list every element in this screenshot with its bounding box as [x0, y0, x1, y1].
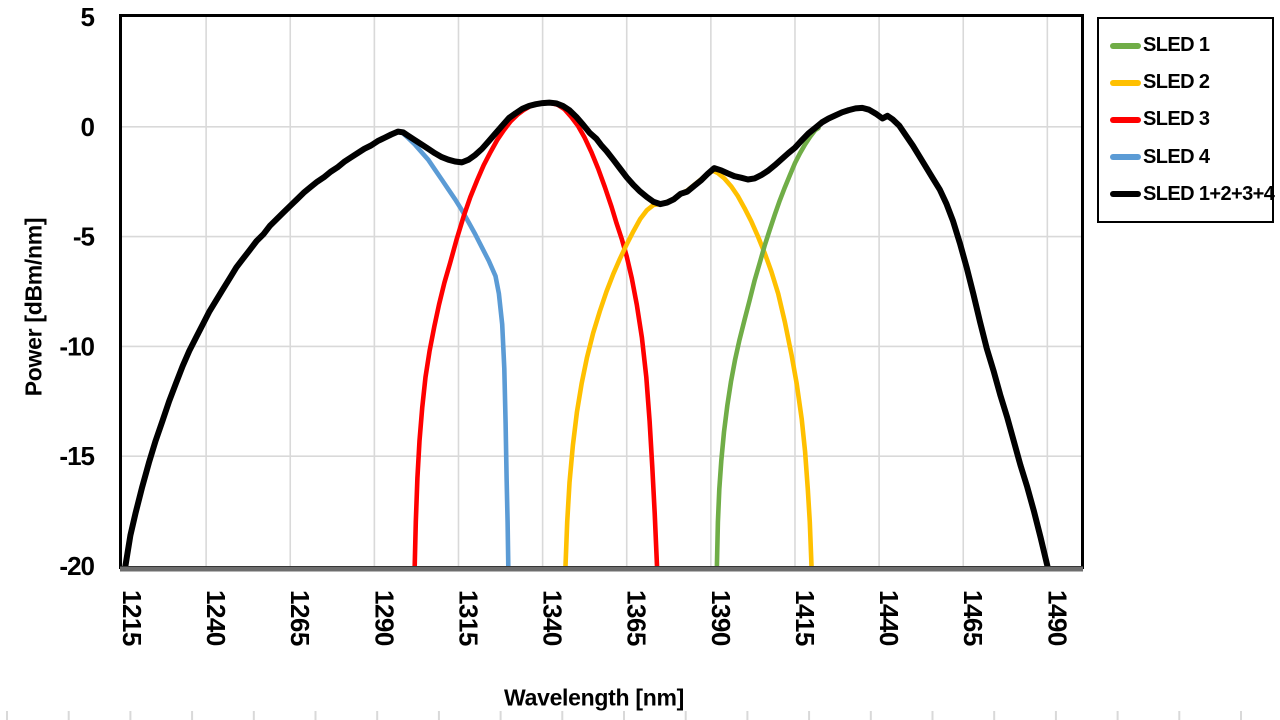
x-tick-label: 1265	[285, 590, 315, 646]
x-tick-label: 1290	[369, 590, 399, 646]
series-sled-2	[563, 168, 814, 569]
y-tick-label: 5	[81, 2, 95, 32]
legend-label: SLED 2	[1143, 71, 1210, 94]
x-tick-label: 1315	[453, 590, 483, 646]
legend: SLED 1 SLED 2 SLED 3 SLED 4 SLED 1+2+3+4	[1097, 17, 1275, 223]
legend-swatch-sled-4	[1110, 154, 1141, 161]
legend-swatch-sled-1	[1110, 42, 1141, 49]
y-tick-label: 0	[81, 112, 95, 142]
x-tick-label: 1365	[622, 590, 652, 646]
plot-border	[119, 14, 1084, 569]
x-tick-label: 1390	[706, 590, 736, 646]
x-tick-label: 1340	[538, 590, 568, 646]
legend-item-sled-3: SLED 3	[1110, 108, 1268, 131]
legend-label: SLED 3	[1143, 108, 1210, 131]
series-sled-4	[400, 131, 511, 569]
series-sled-1-2-3-4	[122, 99, 1051, 569]
y-tick-label: -10	[59, 331, 94, 361]
legend-item-sled-2: SLED 2	[1110, 71, 1268, 94]
x-tick-label: 1465	[958, 590, 988, 646]
legend-swatch-sled-3	[1110, 116, 1141, 123]
x-tick-label: 1415	[790, 590, 820, 646]
x-tick-label: 1440	[874, 590, 904, 646]
x-axis-title: Wavelength [nm]	[504, 684, 684, 711]
y-axis-title: Power [dBm/nm]	[20, 217, 47, 397]
x-tick-label: 1215	[117, 590, 147, 646]
x-tick-label: 1490	[1042, 590, 1072, 646]
legend-item-sled-1: SLED 1	[1110, 34, 1268, 57]
series-sled-1	[714, 125, 821, 569]
y-tick-label: -5	[73, 222, 95, 252]
legend-item-sled-1-2-3-4: SLED 1+2+3+4	[1110, 183, 1275, 206]
legend-label: SLED 1+2+3+4	[1143, 182, 1275, 205]
x-tick-label: 1240	[201, 590, 231, 646]
y-tick-label: -20	[59, 551, 94, 581]
legend-label: SLED 1	[1143, 34, 1210, 57]
legend-swatch-sled-2	[1110, 79, 1141, 86]
legend-swatch-sled-1-2-3-4	[1110, 191, 1141, 198]
legend-item-sled-4: SLED 4	[1110, 146, 1268, 169]
legend-label: SLED 4	[1143, 145, 1210, 168]
y-tick-label: -15	[59, 441, 94, 471]
